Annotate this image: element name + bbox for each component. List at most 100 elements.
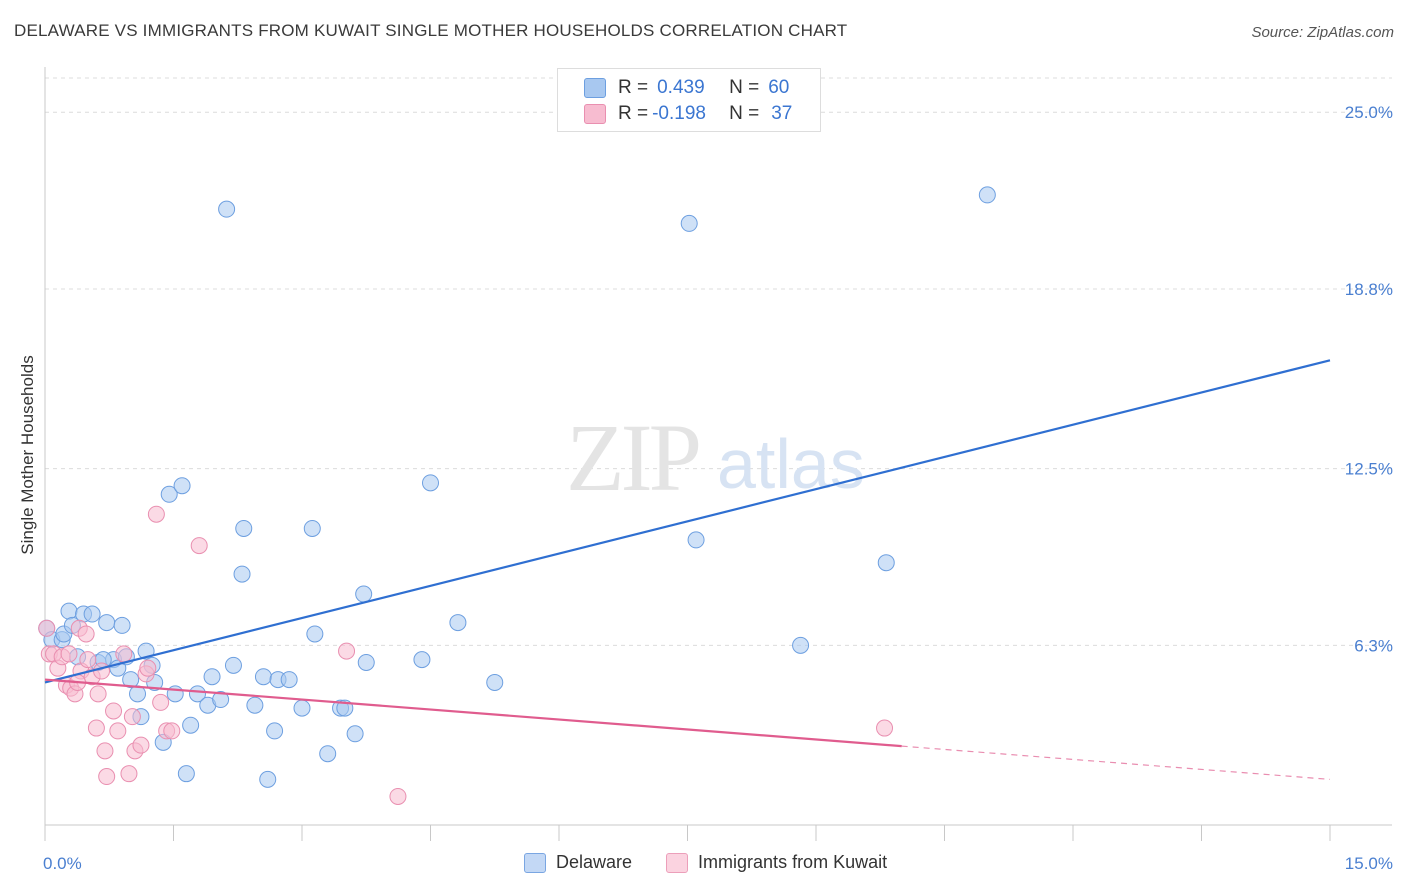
kuwait-point [98, 768, 116, 786]
delaware-point [254, 668, 272, 686]
delaware-point [83, 605, 101, 623]
delaware-point [177, 765, 195, 783]
delaware-point [113, 616, 131, 634]
delaware-point [218, 200, 236, 218]
axes [44, 67, 1392, 841]
series-swatch-delaware [524, 852, 546, 873]
watermark: ZIP atlas [566, 404, 865, 511]
delaware-point [235, 519, 253, 537]
delaware-point [978, 186, 996, 204]
legend-swatch-kuwait [584, 104, 606, 124]
series-legend-delaware[interactable]: Delaware [524, 852, 632, 873]
x-tick-label: 15.0% [1345, 854, 1393, 873]
delaware-point [98, 614, 116, 632]
delaware-point [182, 716, 200, 734]
series-legend: Delaware Immigrants from Kuwait [524, 852, 921, 873]
kuwait-point [139, 659, 157, 677]
delaware-point [212, 691, 230, 709]
kuwait-trend-line [44, 678, 902, 748]
delaware-point [122, 671, 140, 689]
legend-row-delaware: R = 0.439 N = 60 [584, 76, 789, 100]
delaware-point [357, 653, 375, 671]
delaware-point [413, 651, 431, 669]
delaware-point [422, 474, 439, 492]
delaware-trend-line [44, 359, 1331, 684]
legend-swatch-delaware [584, 78, 606, 98]
delaware-point [259, 770, 277, 788]
delaware-point [306, 625, 324, 643]
kuwait-point [38, 619, 56, 637]
legend-n-value: 60 [768, 77, 790, 98]
kuwait-point [147, 505, 165, 523]
delaware-point [173, 477, 191, 495]
legend-n-label: N = [729, 77, 760, 98]
kuwait-point [87, 719, 105, 737]
watermark-atlas: atlas [717, 425, 865, 503]
delaware-point [303, 519, 321, 537]
kuwait-point [79, 651, 97, 669]
delaware-point [877, 554, 895, 572]
kuwait-point [876, 719, 894, 737]
delaware-point [346, 725, 364, 743]
delaware-point [319, 745, 337, 763]
kuwait-point [338, 642, 356, 660]
kuwait-point [93, 662, 111, 680]
delaware-point [203, 668, 221, 686]
kuwait-point [105, 702, 123, 720]
kuwait-point [109, 722, 127, 740]
tick-labels: 6.3% 12.5% 18.8% 25.0% 0.0% 15.0% [43, 103, 1393, 873]
legend-r-value: -0.198 [652, 103, 706, 124]
y-tick-label: 25.0% [1345, 103, 1393, 122]
legend-r-label: R = [618, 77, 649, 98]
grid-lines [45, 77, 1392, 646]
chart-source: Source: ZipAtlas.com [1251, 24, 1394, 41]
delaware-point [355, 585, 373, 603]
delaware-point [188, 685, 206, 703]
kuwait-trend-line-extension [901, 745, 1331, 780]
series-legend-label: Delaware [556, 852, 633, 872]
delaware-point [246, 696, 264, 714]
trend-lines [44, 359, 1331, 780]
delaware-point [60, 602, 78, 620]
kuwait-point [96, 742, 114, 760]
kuwait-point [120, 765, 138, 783]
correlation-legend: R = 0.439 N = 60 R = -0.198 N = 37 [557, 68, 821, 132]
x-tick-label: 0.0% [43, 854, 82, 873]
kuwait-point [60, 645, 78, 663]
data-points [38, 186, 996, 805]
legend-r-value: 0.439 [657, 77, 705, 98]
delaware-point [280, 671, 298, 689]
y-tick-label: 6.3% [1354, 636, 1393, 655]
legend-n-value: 37 [771, 103, 793, 124]
watermark-zip: ZIP [566, 404, 699, 511]
kuwait-point [389, 787, 407, 805]
kuwait-point [89, 685, 107, 703]
series-swatch-kuwait [666, 852, 689, 873]
kuwait-point [190, 537, 208, 555]
delaware-point [486, 673, 504, 691]
y-tick-label: 18.8% [1345, 280, 1393, 299]
delaware-point [449, 614, 467, 632]
kuwait-point [163, 722, 181, 740]
kuwait-point [123, 708, 141, 726]
delaware-point [680, 214, 698, 232]
delaware-point [266, 722, 284, 740]
legend-n-label: N = [729, 103, 760, 124]
y-tick-label: 12.5% [1345, 460, 1393, 479]
delaware-point [160, 485, 178, 503]
chart-title: DELAWARE VS IMMIGRANTS FROM KUWAIT SINGL… [14, 21, 848, 40]
delaware-point [233, 565, 251, 583]
delaware-point [687, 531, 705, 549]
series-legend-kuwait[interactable]: Immigrants from Kuwait [666, 852, 887, 873]
delaware-point [224, 656, 242, 674]
kuwait-point [152, 693, 170, 711]
kuwait-point [115, 645, 133, 663]
series-legend-label: Immigrants from Kuwait [698, 852, 888, 872]
kuwait-point [132, 736, 150, 754]
delaware-point [792, 636, 810, 654]
legend-r-label: R = [618, 103, 649, 124]
legend-row-kuwait: R = -0.198 N = 37 [584, 102, 792, 126]
delaware-point [293, 699, 311, 717]
kuwait-point [77, 625, 95, 643]
